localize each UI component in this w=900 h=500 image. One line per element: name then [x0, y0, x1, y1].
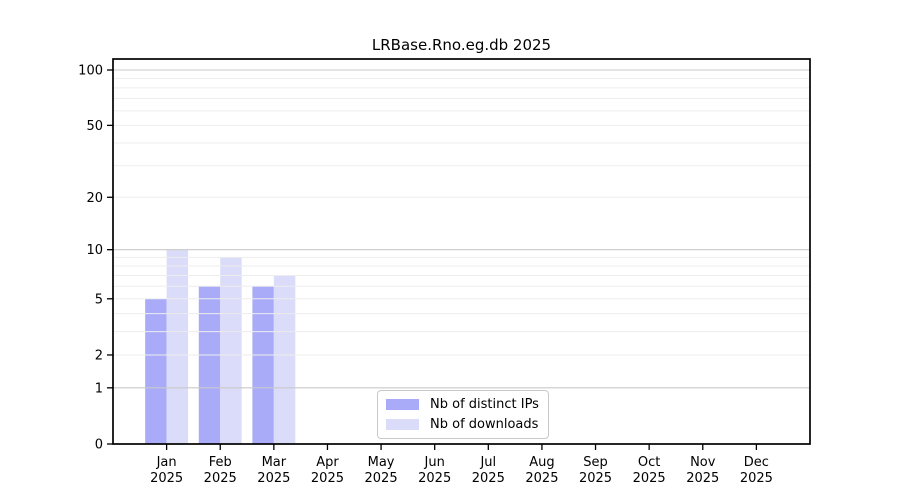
- legend-label: Nb of downloads: [430, 417, 539, 432]
- x-tick-label-month: Sep: [583, 455, 608, 470]
- x-tick-label-month: Jun: [424, 455, 445, 470]
- y-tick-label: 0: [95, 438, 103, 453]
- axes-frame: [112, 58, 811, 445]
- y-tick-label: 2: [95, 348, 103, 363]
- x-tick-label-year: 2025: [686, 471, 719, 486]
- x-tick-label-month: Oct: [638, 455, 660, 470]
- x-tick-label-month: Jul: [479, 455, 496, 470]
- x-tick-label-month: Dec: [744, 455, 769, 470]
- bar-downloads-feb: [220, 257, 242, 444]
- x-tick-label-month: Feb: [209, 455, 232, 470]
- bar-ips-jan: [145, 298, 167, 444]
- bar-ips-mar: [252, 286, 274, 444]
- x-tick-label-year: 2025: [740, 471, 773, 486]
- x-tick-label-year: 2025: [418, 471, 451, 486]
- x-tick-label-year: 2025: [150, 471, 183, 486]
- x-tick-label-year: 2025: [204, 471, 237, 486]
- legend: Nb of distinct IPs Nb of downloads: [377, 390, 549, 439]
- y-tick-label: 20: [86, 191, 103, 206]
- x-tick-label-month: Nov: [690, 455, 716, 470]
- x-tick-label-month: Apr: [316, 455, 339, 470]
- x-tick-label-year: 2025: [365, 471, 398, 486]
- legend-swatch-ips: [386, 399, 419, 410]
- x-tick-label-month: Jan: [156, 455, 177, 470]
- legend-item: Nb of downloads: [386, 416, 539, 433]
- legend-label: Nb of distinct IPs: [430, 397, 539, 412]
- y-tick-label: 1: [95, 381, 103, 396]
- legend-swatch-downloads: [386, 419, 419, 430]
- bar-downloads-jan: [166, 249, 189, 444]
- legend-item: Nb of distinct IPs: [386, 396, 539, 413]
- y-tick-label: 10: [86, 243, 103, 258]
- y-tick-label: 5: [95, 292, 103, 307]
- x-tick-label-year: 2025: [633, 471, 666, 486]
- x-tick-label-month: May: [368, 455, 395, 470]
- x-tick-label-month: Mar: [262, 455, 287, 470]
- x-tick-label-year: 2025: [579, 471, 612, 486]
- x-tick-label-year: 2025: [472, 471, 505, 486]
- bar-ips-feb: [198, 286, 221, 444]
- x-tick-label-year: 2025: [311, 471, 344, 486]
- x-tick-label-year: 2025: [525, 471, 558, 486]
- x-tick-label-year: 2025: [257, 471, 290, 486]
- y-tick-label: 100: [78, 64, 103, 79]
- y-tick-label: 50: [86, 119, 103, 134]
- chart-title: LRBase.Rno.eg.db 2025: [371, 36, 552, 54]
- x-tick-label-month: Aug: [529, 455, 554, 470]
- bar-downloads-mar: [273, 275, 296, 444]
